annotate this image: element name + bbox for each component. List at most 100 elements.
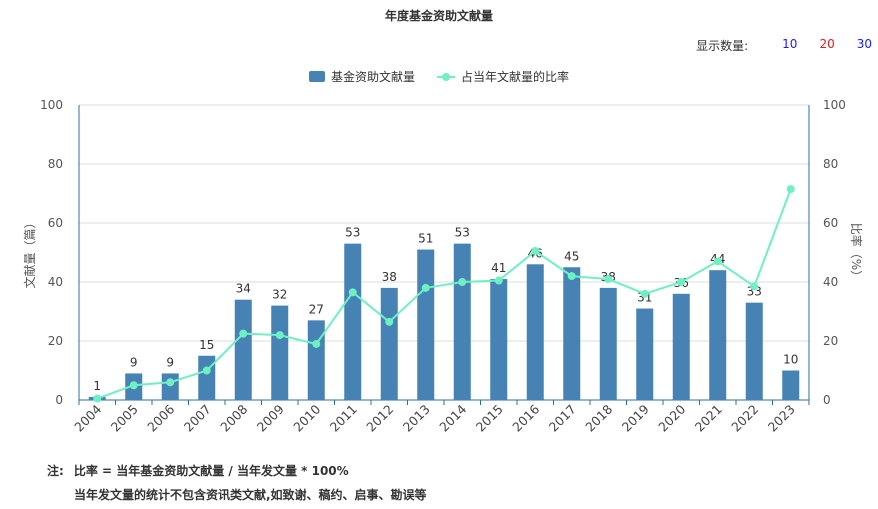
y2-tick-label: 60 — [823, 216, 838, 230]
x-tick-label: 2018 — [582, 401, 615, 434]
ratio-point — [494, 276, 503, 285]
ratio-point — [275, 331, 284, 340]
y-tick-label: 20 — [48, 334, 63, 348]
ratio-point — [348, 288, 357, 297]
bar — [307, 320, 325, 400]
ratio-point — [93, 394, 102, 403]
ratio-point — [567, 272, 576, 281]
bar — [745, 302, 763, 400]
y-tick-label: 40 — [48, 275, 63, 289]
x-tick-label: 2020 — [655, 401, 688, 434]
ratio-point — [312, 339, 321, 348]
x-tick-label: 2011 — [327, 402, 360, 435]
bar — [271, 305, 289, 400]
bar-data-label: 41 — [491, 261, 506, 275]
legend-line-label: 占当年文献量的比率 — [461, 70, 570, 84]
x-tick-label: 2004 — [71, 401, 104, 434]
ratio-point — [677, 278, 686, 286]
bar — [490, 279, 508, 400]
display-count-option-20[interactable]: 20 — [819, 37, 835, 51]
ratio-point — [202, 366, 211, 375]
x-tick-label: 2007 — [181, 402, 214, 435]
bar-data-label: 15 — [199, 338, 214, 352]
bar — [636, 308, 654, 400]
legend-item-bar[interactable]: 基金资助文献量 — [308, 68, 415, 85]
bar-data-label: 10 — [783, 353, 798, 367]
bar — [599, 287, 617, 400]
bar-data-label: 38 — [382, 270, 397, 284]
x-tick-label: 2022 — [728, 402, 761, 435]
y2-tick-label: 0 — [823, 393, 831, 407]
y2-axis-title: 比率（%） — [849, 223, 864, 282]
bar — [709, 270, 727, 400]
legend-bar-label: 基金资助文献量 — [330, 70, 415, 84]
ratio-point — [786, 185, 795, 194]
x-tick-label: 2023 — [765, 402, 798, 435]
ratio-point — [458, 278, 467, 286]
x-tick-label: 2019 — [619, 401, 652, 434]
x-tick-label: 2015 — [473, 402, 506, 435]
x-tick-label: 2005 — [108, 402, 141, 435]
bar — [672, 293, 690, 400]
ratio-point — [531, 247, 540, 256]
chart-legend: 基金资助文献量 占当年文献量的比率 — [0, 68, 878, 85]
ratio-point — [640, 289, 649, 298]
ratio-line — [96, 188, 792, 400]
x-tick-label: 2009 — [254, 401, 287, 434]
bar — [526, 264, 544, 400]
note-prefix: 注: — [47, 464, 64, 478]
bar-data-label: 53 — [345, 226, 360, 240]
bar — [344, 243, 362, 400]
bar — [380, 287, 398, 400]
x-tick-label: 2016 — [509, 401, 542, 434]
x-tick-label: 2017 — [546, 402, 579, 435]
y2-tick-label: 100 — [823, 98, 846, 112]
x-tick-label: 2013 — [400, 402, 433, 435]
ratio-point — [239, 329, 248, 338]
ratio-point — [713, 257, 722, 266]
bar — [453, 243, 471, 400]
ratio-point — [750, 282, 759, 291]
x-tick-label: 2021 — [692, 402, 725, 435]
y-axis-title: 文献量（篇） — [22, 216, 37, 288]
display-count-control: 显示数量: 10 20 30 — [696, 37, 872, 54]
y2-tick-label: 80 — [823, 157, 838, 171]
y-tick-label: 100 — [40, 98, 63, 112]
bar-data-label: 1 — [93, 379, 101, 393]
bar-data-label: 9 — [166, 355, 174, 369]
x-tick-label: 2006 — [144, 401, 177, 434]
x-tick-label: 2008 — [217, 401, 250, 434]
bar-data-label: 53 — [455, 226, 470, 240]
ratio-point — [421, 283, 430, 292]
note-line-2: 当年发文量的统计不包含资讯类文献,如致谢、稿约、启事、勘误等 — [74, 488, 427, 502]
bar-data-label: 34 — [236, 282, 251, 296]
y2-tick-label: 20 — [823, 334, 838, 348]
bar-data-label: 27 — [309, 302, 324, 316]
bar — [161, 373, 179, 400]
bar-data-label: 9 — [130, 355, 138, 369]
note-line-1: 注: 比率 = 当年基金资助文献量 / 当年发文量 * 100% — [47, 462, 349, 479]
y-tick-label: 60 — [48, 216, 63, 230]
x-tick-label: 2010 — [290, 401, 323, 434]
ratio-point — [129, 381, 138, 390]
bar — [234, 299, 252, 400]
note-formula: 比率 = 当年基金资助文献量 / 当年发文量 * 100% — [73, 464, 349, 478]
x-tick-label: 2014 — [436, 401, 469, 434]
bar-data-label: 45 — [564, 249, 579, 263]
legend-line-swatch — [437, 71, 455, 82]
bar — [198, 355, 216, 400]
display-count-option-10[interactable]: 10 — [782, 37, 798, 51]
bar-data-label: 51 — [418, 232, 433, 246]
bar-data-label: 32 — [272, 288, 287, 302]
display-count-option-30[interactable]: 30 — [856, 37, 872, 51]
bar — [782, 370, 800, 400]
chart-title: 年度基金资助文献量 — [384, 9, 493, 23]
bar — [417, 249, 435, 400]
bar-data-label: 33 — [747, 285, 762, 299]
bar — [563, 267, 581, 400]
y-tick-label: 0 — [55, 393, 63, 407]
legend-item-line[interactable]: 占当年文献量的比率 — [437, 68, 569, 85]
legend-bar-swatch — [308, 71, 325, 82]
y2-tick-label: 40 — [823, 275, 838, 289]
